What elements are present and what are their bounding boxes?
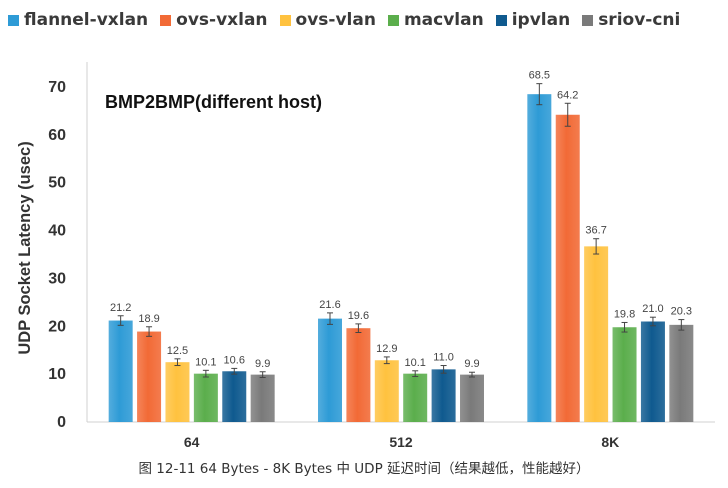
legend-swatch [160, 14, 172, 26]
data-label: 10.1 [195, 356, 216, 368]
y-tick-label: 70 [48, 79, 66, 96]
legend-label: ipvlan [511, 10, 571, 30]
bar [527, 94, 552, 422]
data-label: 21.6 [319, 299, 340, 311]
y-tick-label: 10 [48, 366, 66, 383]
data-label: 12.5 [167, 345, 188, 357]
y-tick-label: 60 [48, 127, 66, 144]
y-tick-label: 50 [48, 175, 66, 192]
legend-swatch [495, 14, 507, 26]
bar [318, 318, 342, 422]
bar [250, 374, 275, 422]
bar [640, 321, 665, 422]
x-tick-label: 8K [601, 434, 619, 450]
x-tick-labels: 64 512 8K [184, 434, 619, 450]
bar [137, 331, 162, 422]
bar [165, 362, 190, 422]
data-label: 21.0 [642, 303, 663, 315]
y-tick-label: 30 [48, 270, 66, 287]
chart-title: BMP2BMP(different host) [105, 92, 322, 112]
data-label: 9.9 [464, 358, 479, 370]
bar [346, 328, 371, 422]
data-labels: 21.2 18.9 12.5 10.1 10.6 9.9 21.6 19.6 12.9 10.1 1… [110, 70, 692, 371]
legend-swatch [8, 14, 19, 26]
data-label: 18.9 [138, 313, 159, 325]
y-tick-label: 40 [48, 223, 66, 240]
bar [612, 327, 637, 422]
legend-swatch [279, 14, 291, 26]
data-label: 9.9 [255, 358, 270, 370]
bar [222, 371, 247, 422]
figure-caption: 图 12-11 64 Bytes - 8K Bytes 中 UDP 延迟时间（结… [138, 461, 590, 477]
bar [431, 369, 456, 422]
legend-label: ovs-vlan [295, 10, 376, 30]
y-tick-labels: 0 10 20 30 40 50 60 70 [48, 79, 66, 431]
legend-item: sriov-cni [582, 10, 680, 30]
legend-item: ovs-vxlan [160, 10, 268, 30]
data-label: 19.8 [614, 308, 635, 320]
legend-swatch [582, 14, 594, 26]
bar [403, 373, 428, 422]
data-label: 21.2 [110, 302, 131, 314]
y-tick-label: 0 [57, 414, 66, 431]
data-label: 10.6 [224, 354, 245, 366]
x-tick-label: 64 [184, 434, 200, 450]
y-tick-label: 20 [48, 318, 66, 335]
legend-label: macvlan [403, 10, 484, 30]
bar [555, 114, 580, 422]
data-label: 10.1 [404, 357, 425, 369]
y-axis-label: UDP Socket Latency (usec) [16, 141, 34, 354]
error-bars [117, 83, 685, 378]
data-label: 11.0 [433, 352, 454, 364]
legend-item: ovs-vlan [279, 10, 376, 30]
legend-label: ovs-vxlan [176, 10, 268, 30]
data-label: 68.5 [529, 70, 550, 82]
legend-item: macvlan [387, 10, 484, 30]
data-label: 36.7 [585, 225, 606, 237]
bar [193, 373, 218, 422]
legend-label: sriov-cni [598, 10, 681, 30]
bar [460, 374, 484, 422]
legend-item: ipvlan [495, 10, 571, 30]
legend-label: flannel-vxlan [24, 10, 149, 30]
bar [584, 246, 609, 422]
bars [108, 94, 694, 422]
legend-item: flannel-vxlan [8, 10, 148, 30]
bar [374, 360, 399, 422]
data-label: 20.3 [671, 306, 692, 318]
x-tick-label: 512 [389, 434, 413, 450]
bar [108, 320, 133, 422]
data-label: 12.9 [376, 343, 397, 355]
legend-swatch [387, 14, 399, 26]
legend: flannel-vxlan ovs-vxlan ovs-vlan macvlan ipv… [8, 6, 724, 34]
data-label: 19.6 [348, 310, 369, 322]
bar [669, 324, 694, 422]
data-label: 64.2 [557, 89, 578, 101]
